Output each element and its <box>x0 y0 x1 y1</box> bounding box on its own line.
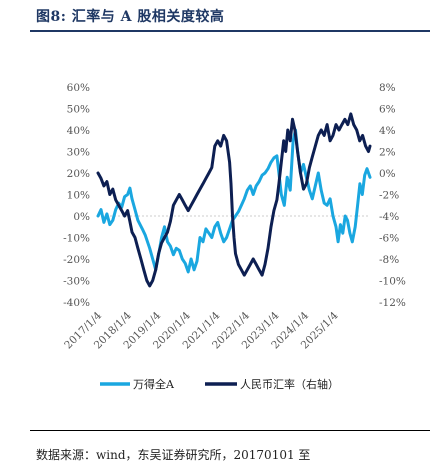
figure-header: 图8: 汇率与 A 股相关度较高 <box>0 0 439 32</box>
left-tick-label: 10% <box>67 190 90 202</box>
left-tick-label: -10% <box>63 233 90 245</box>
right-tick-label: 8% <box>379 82 396 94</box>
legend-label-1: 万得全A <box>133 377 175 391</box>
left-tick-label: -20% <box>63 254 90 266</box>
figure-title: 图8: 汇率与 A 股相关度较高 <box>36 9 225 25</box>
left-tick-label: 0% <box>73 211 90 223</box>
series-layer <box>96 112 372 288</box>
left-tick-label: -40% <box>63 297 90 309</box>
left-tick-label: 30% <box>67 147 90 159</box>
title-rule <box>30 30 430 32</box>
right-tick-label: -12% <box>379 297 406 309</box>
right-tick-label: -10% <box>379 276 406 288</box>
footer-rule <box>30 430 430 431</box>
right-tick-label: -8% <box>379 254 399 266</box>
right-tick-label: 4% <box>379 125 396 137</box>
right-tick-label: -6% <box>379 233 399 245</box>
right-tick-label: -2% <box>379 190 399 202</box>
right-tick-label: 6% <box>379 104 396 116</box>
right-tick-label: 2% <box>379 147 396 159</box>
x-axis: 2017/1/42018/1/42019/1/42020/1/42021/1/4… <box>62 309 341 351</box>
source-note: 数据来源：wind，东吴证券研究所，20170101 至 <box>36 448 311 462</box>
left-tick-label: 60% <box>67 82 90 94</box>
left-tick-label: 40% <box>67 125 90 137</box>
left-tick-label: 20% <box>67 168 90 180</box>
series-line-1 <box>96 128 372 274</box>
chart: 60% 50% 40% 30% 20% 10% 0% -10% -20% -30% -40% 8% 6… <box>62 82 406 391</box>
legend: 万得全A 人民币汇率（右轴） <box>100 377 339 391</box>
right-tick-label: 0% <box>379 168 396 180</box>
series-line-2 <box>96 112 372 288</box>
left-tick-label: -30% <box>63 276 90 288</box>
legend-label-2: 人民币汇率（右轴） <box>240 377 339 391</box>
right-tick-label: -4% <box>379 211 399 223</box>
left-tick-label: 50% <box>67 104 90 116</box>
left-y-axis: 60% 50% 40% 30% 20% 10% 0% -10% -20% -30% -40% <box>63 82 90 309</box>
right-y-axis: 8% 6% 4% 2% 0% -2% -4% -6% -8% -10% -12% <box>379 82 406 309</box>
